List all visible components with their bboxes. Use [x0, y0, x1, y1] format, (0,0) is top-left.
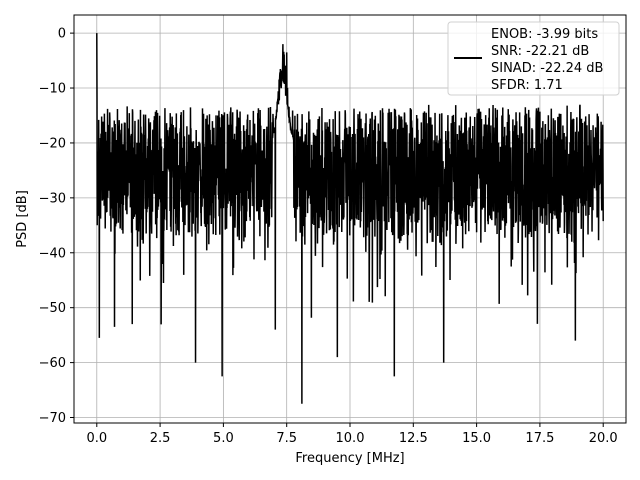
y-tick-label: −60 [39, 356, 66, 371]
x-tick-label: 17.5 [525, 431, 554, 446]
y-tick-label: −50 [39, 301, 66, 316]
plot-area [96, 33, 604, 404]
x-tick-label: 15.0 [462, 431, 491, 446]
y-tick-label: −10 [39, 82, 66, 97]
y-axis-ticks: 0 −10 −20 −30 −40 −50 −60 −70 [39, 27, 74, 426]
x-axis-label: Frequency [MHz] [295, 451, 404, 466]
x-tick-label: 7.5 [276, 431, 297, 446]
x-tick-label: 20.0 [589, 431, 618, 446]
x-tick-label: 0.0 [86, 431, 107, 446]
x-tick-label: 2.5 [150, 431, 171, 446]
legend-entry-sinad: SINAD: -22.24 dB [491, 61, 603, 76]
legend-entry-snr: SNR: -22.21 dB [491, 44, 589, 59]
legend-entry-enob: ENOB: -3.99 bits [491, 27, 598, 42]
x-tick-label: 5.0 [213, 431, 234, 446]
y-tick-label: −30 [39, 191, 66, 206]
y-tick-label: −20 [39, 136, 66, 151]
y-tick-label: −40 [39, 246, 66, 261]
legend: ENOB: -3.99 bits SNR: -22.21 dB SINAD: -… [447, 21, 620, 96]
x-axis-ticks: 0.0 2.5 5.0 7.5 10.0 12.5 15.0 17.5 20.0 [86, 423, 618, 446]
y-tick-label: 0 [58, 27, 66, 42]
psd-series-line [96, 33, 604, 404]
y-tick-label: −70 [39, 411, 66, 426]
x-tick-label: 12.5 [399, 431, 428, 446]
legend-box [447, 21, 620, 96]
x-tick-label: 10.0 [336, 431, 365, 446]
legend-entry-sfdr: SFDR: 1.71 [491, 78, 563, 93]
y-axis-label: PSD [dB] [15, 190, 30, 248]
